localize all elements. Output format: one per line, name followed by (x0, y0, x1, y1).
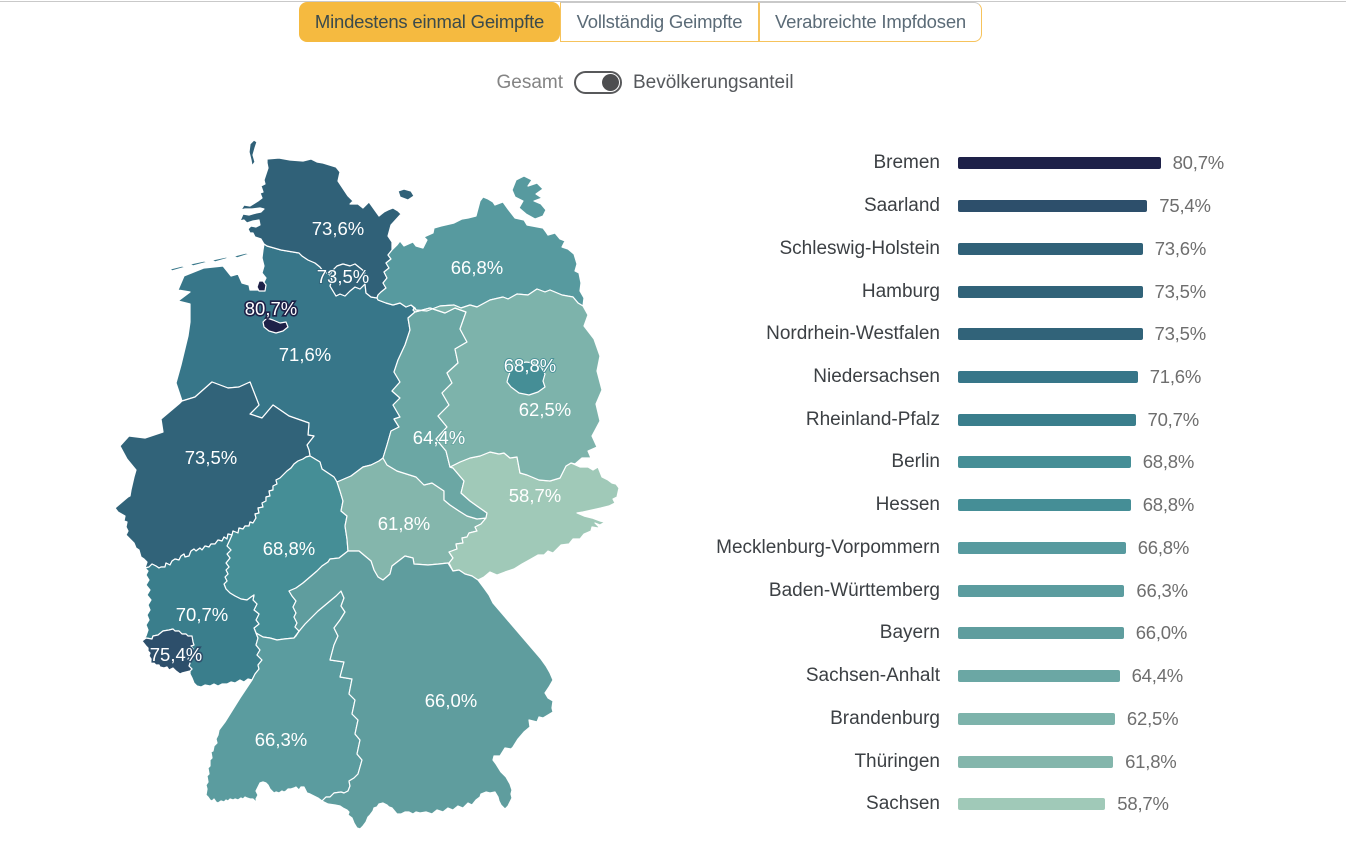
svg-text:58,7%: 58,7% (509, 485, 561, 506)
svg-text:70,7%: 70,7% (176, 604, 228, 625)
svg-text:66,0%: 66,0% (425, 690, 477, 711)
svg-text:73,5%: 73,5% (185, 447, 237, 468)
svg-text:64,4%: 64,4% (413, 427, 465, 448)
svg-text:73,6%: 73,6% (312, 218, 364, 239)
svg-text:73,5%: 73,5% (317, 266, 369, 287)
svg-text:68,8%: 68,8% (263, 538, 315, 559)
svg-text:66,8%: 66,8% (451, 257, 503, 278)
svg-text:61,8%: 61,8% (378, 513, 430, 534)
svg-text:68,8%: 68,8% (504, 355, 556, 376)
svg-text:75,4%: 75,4% (150, 644, 202, 665)
svg-text:71,6%: 71,6% (279, 344, 331, 365)
svg-text:66,3%: 66,3% (255, 729, 307, 750)
svg-text:62,5%: 62,5% (519, 399, 571, 420)
svg-text:80,7%: 80,7% (245, 298, 297, 319)
